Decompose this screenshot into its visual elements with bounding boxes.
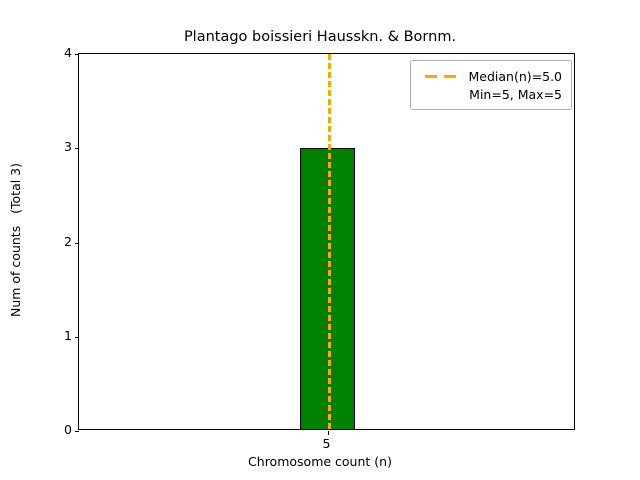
y-tick <box>75 148 79 150</box>
x-tick-label: 5 <box>322 436 331 451</box>
legend-item-minmax-label: Min=5, Max=5 <box>469 86 562 102</box>
y-tick <box>75 431 79 432</box>
y-tick <box>75 242 79 244</box>
y-tick-label: 0 <box>64 422 72 437</box>
chart-title: Plantago boissieri Hausskn. & Bornm. <box>183 29 457 45</box>
y-tick-label: 1 <box>64 327 72 343</box>
plot-axes <box>75 53 575 435</box>
bar-5 <box>299 148 356 429</box>
dashed-line-icon <box>424 69 460 83</box>
x-tick <box>327 431 329 435</box>
legend-item-median-label: Median(n)=5.0 <box>468 68 563 84</box>
y-tick <box>75 336 79 338</box>
y-axis-label-wrapper: Num of counts (Total 3) <box>0 0 30 480</box>
y-tick-label: 4 <box>64 45 72 60</box>
legend-item-median: Median(n)=5.0 <box>419 67 562 85</box>
x-axis-label: Chromosome count (n) <box>248 454 392 469</box>
y-axis-label: Num of counts (Total 3) <box>7 162 23 318</box>
y-tick <box>75 54 79 55</box>
legend-item-minmax: Min=5, Max=5 <box>419 85 562 103</box>
median-line <box>327 54 331 429</box>
plot-area <box>79 54 574 429</box>
chart-legend: Median(n)=5.0 Min=5, Max=5 <box>410 60 572 110</box>
y-tick-label: 2 <box>64 233 72 249</box>
y-tick-label: 3 <box>64 139 72 155</box>
